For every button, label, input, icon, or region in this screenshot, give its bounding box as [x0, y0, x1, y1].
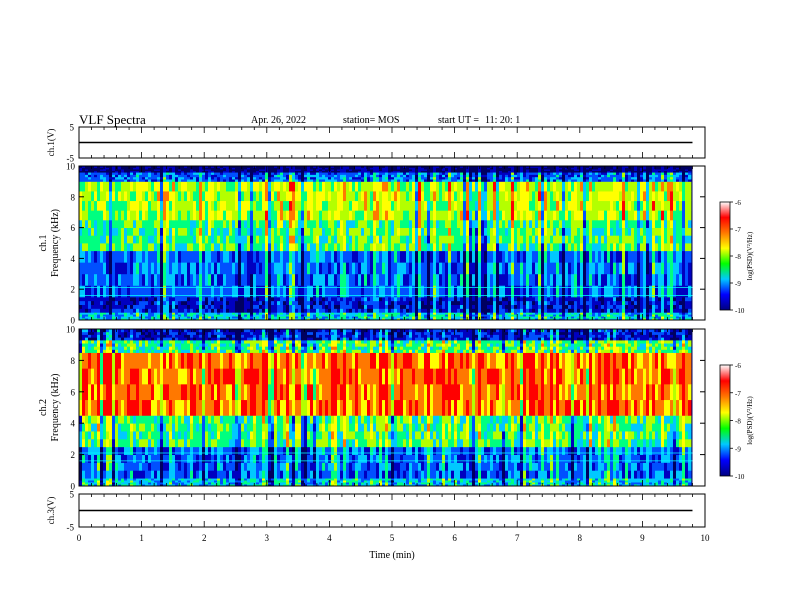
x-tick-label: 8: [578, 533, 583, 543]
y-tick-label: 2: [71, 450, 76, 460]
y-axis-label: ch.2Frequency (kHz): [38, 373, 61, 441]
y-tick-label: 8: [71, 192, 76, 202]
x-tick-label: 4: [327, 533, 332, 543]
y-axis-label: ch.3(V): [46, 497, 56, 525]
y-tick-label: 5: [70, 490, 75, 500]
colorbar-tick-label: -7: [735, 390, 741, 398]
y-tick-label: -5: [67, 523, 75, 533]
y-tick-label: 2: [71, 285, 76, 295]
colorbar: [719, 201, 731, 311]
colorbar: [719, 364, 731, 477]
colorbar-label: log(PSD)(V²/Hz): [746, 396, 754, 445]
date-label: Apr. 26, 2022: [251, 115, 306, 126]
y-tick-label: 4: [71, 254, 76, 264]
y-axis-label: ch.1(V): [46, 129, 56, 157]
x-axis-label: Time (min): [369, 550, 414, 561]
y-axis-label: ch.1Frequency (kHz): [38, 209, 61, 277]
x-tick-label: 5: [390, 533, 395, 543]
station-label: station= MOS: [343, 115, 400, 126]
colorbar-tick-label: -7: [735, 226, 741, 234]
x-tick-label: 1: [139, 533, 144, 543]
spectrogram-1: [79, 166, 693, 321]
y-tick-label: 10: [66, 325, 76, 335]
colorbar-tick-label: -8: [735, 253, 741, 261]
x-tick-label: 3: [265, 533, 270, 543]
colorbar-tick-label: -10: [735, 307, 745, 315]
colorbar-tick-label: -6: [735, 362, 741, 370]
x-tick-label: 9: [640, 533, 645, 543]
x-tick-label: 10: [701, 533, 711, 543]
y-tick-label: 4: [71, 419, 76, 429]
start-ut-prefix: start UT =: [438, 115, 480, 126]
y-tick-label: 6: [71, 223, 76, 233]
chart-title: VLF Spectra: [79, 112, 146, 127]
colorbar-tick-label: -9: [735, 445, 741, 453]
x-tick-label: 6: [452, 533, 457, 543]
y-tick-label: 10: [66, 162, 76, 172]
colorbar-tick-label: -9: [735, 280, 741, 288]
x-tick-label: 7: [515, 533, 520, 543]
y-tick-label: -5: [67, 154, 75, 164]
y-tick-label: 5: [70, 123, 75, 133]
colorbar-tick-label: -10: [735, 473, 745, 481]
colorbar-tick-label: -8: [735, 418, 741, 426]
x-tick-label: 0: [77, 533, 82, 543]
start-ut-value: 11: 20: 1: [485, 115, 521, 126]
y-tick-label: 0: [71, 482, 76, 492]
y-tick-label: 8: [71, 356, 76, 366]
start-ut-label: start UT = 11: 20: 1: [438, 115, 520, 126]
y-tick-label: 6: [71, 387, 76, 397]
spectrogram-2: [79, 329, 693, 487]
colorbar-tick-label: -6: [735, 199, 741, 207]
y-tick-label: 0: [71, 316, 76, 326]
colorbar-label: log(PSD)(V²/Hz): [746, 231, 754, 280]
x-tick-label: 2: [202, 533, 207, 543]
